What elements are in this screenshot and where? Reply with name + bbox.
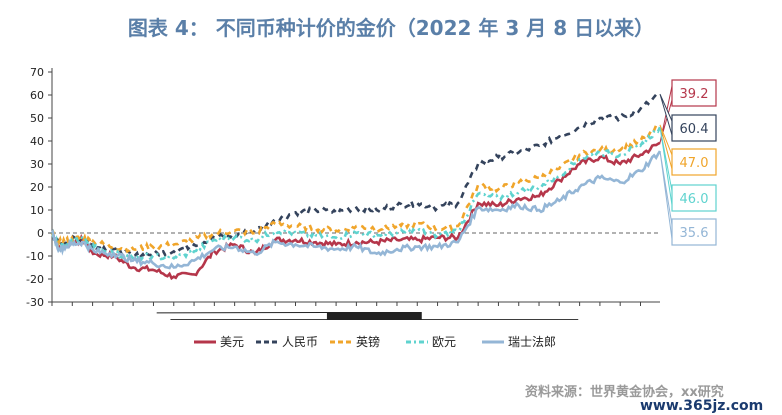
end-label-box-0	[671, 79, 717, 107]
source-text: 资料来源：世界黄金协会，xx研究	[525, 384, 724, 400]
series-layer	[50, 92, 662, 281]
y-tick-label: -30	[26, 296, 44, 309]
end-label-2: 47.0	[680, 156, 709, 171]
y-tick-label: 0	[37, 227, 44, 240]
series-line-3	[51, 126, 662, 263]
end-label-3: 46.0	[680, 192, 709, 207]
y-tick-label: 30	[30, 158, 44, 171]
chart-title: 图表 4： 不同币种计价的金价（2022 年 3 月 8 日以来）	[128, 16, 654, 40]
end-label-box-4	[671, 218, 717, 246]
y-tick-label: 20	[30, 181, 44, 194]
end-label-box-1	[671, 114, 717, 142]
x-tick-labels: 1	[50, 310, 668, 323]
legend-label-1: 人民币	[282, 335, 318, 349]
end-label-4: 35.6	[680, 226, 709, 241]
y-tick-label: 10	[30, 204, 44, 217]
legend-label-2: 英镑	[356, 334, 380, 349]
legend-label-0: 美元	[220, 335, 244, 349]
end-label-box-2	[671, 148, 717, 176]
legend-label-4: 瑞士法郎	[508, 335, 556, 349]
legend-label-3: 欧元	[432, 335, 456, 349]
y-tick-label: 50	[30, 112, 44, 125]
end-labels: 39.2 60.4 47.0 46.0 35.6	[659, 79, 717, 246]
series-line-1	[51, 92, 661, 261]
watermark: www.365jz.com	[640, 398, 763, 414]
series-line-4	[50, 150, 662, 270]
y-tick-label: 40	[30, 135, 44, 148]
end-label-box-3	[671, 184, 717, 212]
end-label-1: 60.4	[680, 122, 709, 137]
end-label-0: 39.2	[680, 87, 709, 102]
legend: 美元 人民币 英镑 欧元 瑞士法郎	[194, 334, 556, 349]
y-tick-label: 60	[30, 89, 44, 102]
series-line-0	[50, 141, 661, 281]
series-line-2	[50, 123, 661, 254]
y-tick-label: 70	[30, 66, 44, 79]
y-tick-label: -10	[26, 250, 44, 263]
y-tick-label: -20	[26, 273, 44, 286]
y-axis: 70 60 50 40 30 20 10 0 -10 -20 -30	[26, 66, 53, 309]
